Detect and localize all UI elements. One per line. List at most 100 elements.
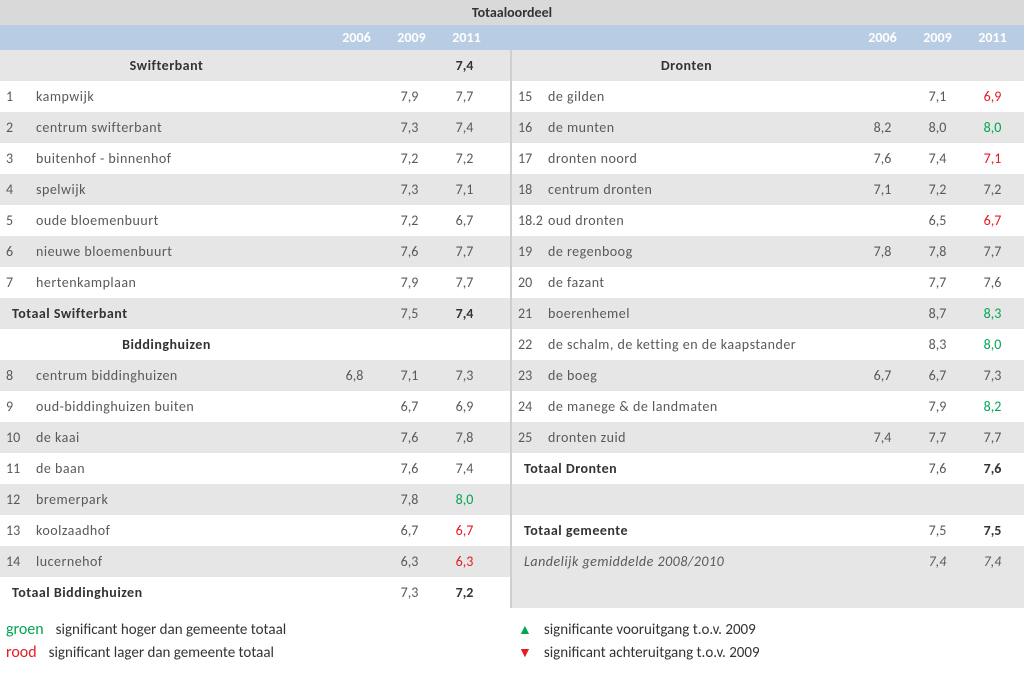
row-number: 20 [512, 274, 544, 291]
year-col-2011-left: 2011 [439, 25, 494, 50]
row-label: Totaal Dronten [518, 460, 855, 477]
value-cell: 7,2 [382, 150, 437, 167]
table-row: Totaal gemeente 7,57,5 [512, 515, 1024, 546]
row-number: 12 [0, 491, 32, 508]
value-cell: 8,0 [910, 119, 965, 136]
value-cell: 8,3 [965, 305, 1020, 322]
row-number: 3 [0, 150, 32, 167]
value-cell: 7,2 [910, 181, 965, 198]
year-col-2006-left: 2006 [329, 25, 384, 50]
legend: groen significant hoger dan gemeente tot… [0, 608, 1024, 672]
left-column: Swifterbant7,41kampwijk7,97,72centrum sw… [0, 50, 512, 608]
row-label: oude bloemenbuurt [32, 212, 327, 229]
value-cell: 7,2 [382, 212, 437, 229]
row-number: 18.2 [512, 212, 544, 229]
value-cell: 7,3 [437, 367, 492, 384]
value-cell: 7,4 [965, 553, 1020, 570]
value-cell: 7,5 [965, 522, 1020, 539]
value-cell: 8,0 [437, 491, 492, 508]
row-number: 5 [0, 212, 32, 229]
table-row: Totaal Dronten 7,67,6 [512, 453, 1024, 484]
row-number: 25 [512, 429, 544, 446]
year-col-2009-right: 2009 [910, 25, 965, 50]
row-label: Totaal gemeente [518, 522, 855, 539]
value-cell: 7,5 [382, 305, 437, 322]
row-label: de regenboog [544, 243, 855, 260]
row-number: 1 [0, 88, 32, 105]
value-cell: 7,1 [855, 181, 910, 198]
table-row: 1kampwijk7,97,7 [0, 81, 510, 112]
table-row: 11de baan7,67,4 [0, 453, 510, 484]
row-number: 18 [512, 181, 544, 198]
table-row [512, 484, 1024, 515]
table-row: 22de schalm, de ketting en de kaapstande… [512, 329, 1024, 360]
value-cell: 7,4 [910, 150, 965, 167]
value-cell: 7,4 [855, 429, 910, 446]
value-cell: 7,4 [437, 460, 492, 477]
row-number: 13 [0, 522, 32, 539]
value-cell: 7,7 [910, 429, 965, 446]
value-cell: 7,3 [382, 584, 437, 601]
value-cell: 6,7 [382, 398, 437, 415]
value-cell: 7,3 [382, 181, 437, 198]
value-cell: 7,4 [437, 57, 492, 74]
row-label: oud-biddinghuizen buiten [32, 398, 327, 415]
row-number: 22 [512, 336, 544, 353]
row-label: centrum dronten [544, 181, 855, 198]
value-cell: 7,5 [910, 522, 965, 539]
table-row: Dronten [512, 50, 1024, 81]
value-cell: 7,7 [437, 243, 492, 260]
row-number: 10 [0, 429, 32, 446]
table-row: Totaal Biddinghuizen7,37,2 [0, 577, 510, 608]
table-row: 3buitenhof - binnenhof7,27,2 [0, 143, 510, 174]
row-label: oud dronten [544, 212, 855, 229]
row-label: hertenkamplaan [32, 274, 327, 291]
table-row: 17dronten noord7,67,47,1 [512, 143, 1024, 174]
value-cell: 8,7 [910, 305, 965, 322]
year-col-2006-right: 2006 [855, 25, 910, 50]
table-row: Swifterbant 7,4 [0, 50, 510, 81]
row-label: lucernehof [32, 553, 327, 570]
row-label: de baan [32, 460, 327, 477]
table-row: 10de kaai7,67,8 [0, 422, 510, 453]
value-cell: 7,8 [910, 243, 965, 260]
value-cell: 7,6 [965, 274, 1020, 291]
row-label: centrum biddinghuizen [32, 367, 327, 384]
value-cell: 7,7 [910, 274, 965, 291]
value-cell: 7,9 [910, 398, 965, 415]
table-row: 13koolzaadhof6,76,7 [0, 515, 510, 546]
table-row: 14lucernehof6,36,3 [0, 546, 510, 577]
value-cell: 7,9 [382, 88, 437, 105]
value-cell: 7,6 [965, 460, 1020, 477]
row-label: de munten [544, 119, 855, 136]
row-number: 15 [512, 88, 544, 105]
table-row: 9oud-biddinghuizen buiten 6,76,9 [0, 391, 510, 422]
row-label: Swifterbant [6, 57, 327, 74]
triangle-down-icon: ▼ [518, 644, 532, 661]
row-number: 17 [512, 150, 544, 167]
value-cell: 6,7 [965, 212, 1020, 229]
year-col-2009-left: 2009 [384, 25, 439, 50]
triangle-up-icon: ▲ [518, 621, 532, 638]
value-cell: 6,9 [437, 398, 492, 415]
table-row: 18.2oud dronten6,56,7 [512, 205, 1024, 236]
table-row: 18centrum dronten7,17,27,2 [512, 174, 1024, 205]
row-label: boerenhemel [544, 305, 855, 322]
value-cell: 6,7 [382, 522, 437, 539]
value-cell: 6,3 [437, 553, 492, 570]
value-cell: 7,8 [382, 491, 437, 508]
legend-red-text: significant lager dan gemeente totaal [49, 644, 274, 662]
row-label: koolzaadhof [32, 522, 327, 539]
row-number: 9 [0, 398, 32, 415]
table-row: 20de fazant7,77,6 [512, 267, 1024, 298]
legend-green-word: groen [6, 620, 44, 639]
value-cell: 7,1 [965, 150, 1020, 167]
table-row: 6nieuwe bloemenbuurt7,67,7 [0, 236, 510, 267]
value-cell: 6,8 [327, 367, 382, 384]
table-row: 19de regenboog7,87,87,7 [512, 236, 1024, 267]
value-cell: 8,2 [855, 119, 910, 136]
value-cell: 7,6 [910, 460, 965, 477]
table-row: 7hertenkamplaan7,97,7 [0, 267, 510, 298]
value-cell: 7,7 [965, 429, 1020, 446]
table-row: 15de gilden7,16,9 [512, 81, 1024, 112]
